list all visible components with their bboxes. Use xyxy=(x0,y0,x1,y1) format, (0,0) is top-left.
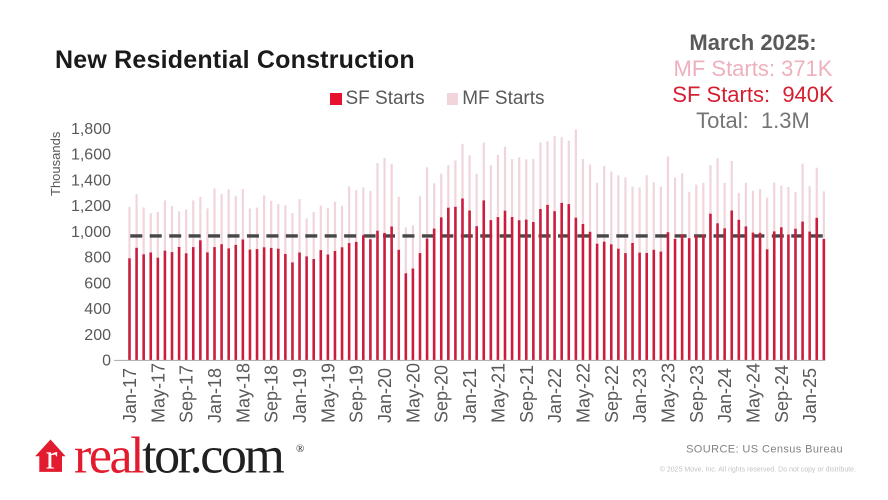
svg-text:May-24: May-24 xyxy=(744,363,764,423)
svg-text:© 2025 Move, Inc. All rights r: © 2025 Move, Inc. All rights reserved. D… xyxy=(660,465,856,473)
svg-text:SOURCE: US Census Bureau: SOURCE: US Census Bureau xyxy=(686,444,843,456)
svg-text:400: 400 xyxy=(84,301,111,318)
svg-text:Jan-19: Jan-19 xyxy=(290,368,310,423)
svg-text:1,200: 1,200 xyxy=(71,198,111,215)
svg-text:May-23: May-23 xyxy=(659,363,679,423)
svg-text:r: r xyxy=(46,438,58,477)
svg-text:Sep-18: Sep-18 xyxy=(262,365,282,423)
svg-text:1,400: 1,400 xyxy=(71,172,111,189)
svg-text:600: 600 xyxy=(84,275,111,292)
svg-text:May-22: May-22 xyxy=(573,363,593,423)
svg-text:Sep-22: Sep-22 xyxy=(602,365,622,423)
svg-text:200: 200 xyxy=(84,327,111,344)
svg-text:Jan-24: Jan-24 xyxy=(715,368,735,423)
svg-text:0: 0 xyxy=(102,353,111,370)
svg-text:May-21: May-21 xyxy=(488,363,508,423)
svg-text:Sep-19: Sep-19 xyxy=(347,365,367,423)
svg-text:Sep-21: Sep-21 xyxy=(517,365,537,423)
svg-text:Sep-17: Sep-17 xyxy=(177,365,197,423)
svg-text:1,000: 1,000 xyxy=(71,224,111,241)
svg-text:1,600: 1,600 xyxy=(71,147,111,164)
svg-text:May-20: May-20 xyxy=(403,363,423,423)
svg-text:May-19: May-19 xyxy=(318,363,338,423)
svg-text:Sep-20: Sep-20 xyxy=(432,365,452,423)
svg-text:Jan-22: Jan-22 xyxy=(545,368,565,423)
svg-text:Jan-23: Jan-23 xyxy=(630,368,650,423)
svg-text:Jan-18: Jan-18 xyxy=(205,368,225,423)
svg-text:May-17: May-17 xyxy=(148,363,168,423)
svg-text:®: ® xyxy=(296,443,304,455)
svg-text:Jan-20: Jan-20 xyxy=(375,368,395,423)
svg-text:May-18: May-18 xyxy=(233,363,253,423)
svg-text:Jan-21: Jan-21 xyxy=(460,368,480,423)
svg-text:Sep-23: Sep-23 xyxy=(687,365,707,423)
svg-text:Thousands: Thousands xyxy=(48,131,63,196)
svg-text:Jan-25: Jan-25 xyxy=(800,368,820,423)
svg-text:Sep-24: Sep-24 xyxy=(772,365,792,423)
svg-text:Jan-17: Jan-17 xyxy=(120,368,140,423)
svg-text:realtor.com: realtor.com xyxy=(74,428,284,485)
svg-text:1,800: 1,800 xyxy=(71,121,111,138)
svg-text:800: 800 xyxy=(84,250,111,267)
